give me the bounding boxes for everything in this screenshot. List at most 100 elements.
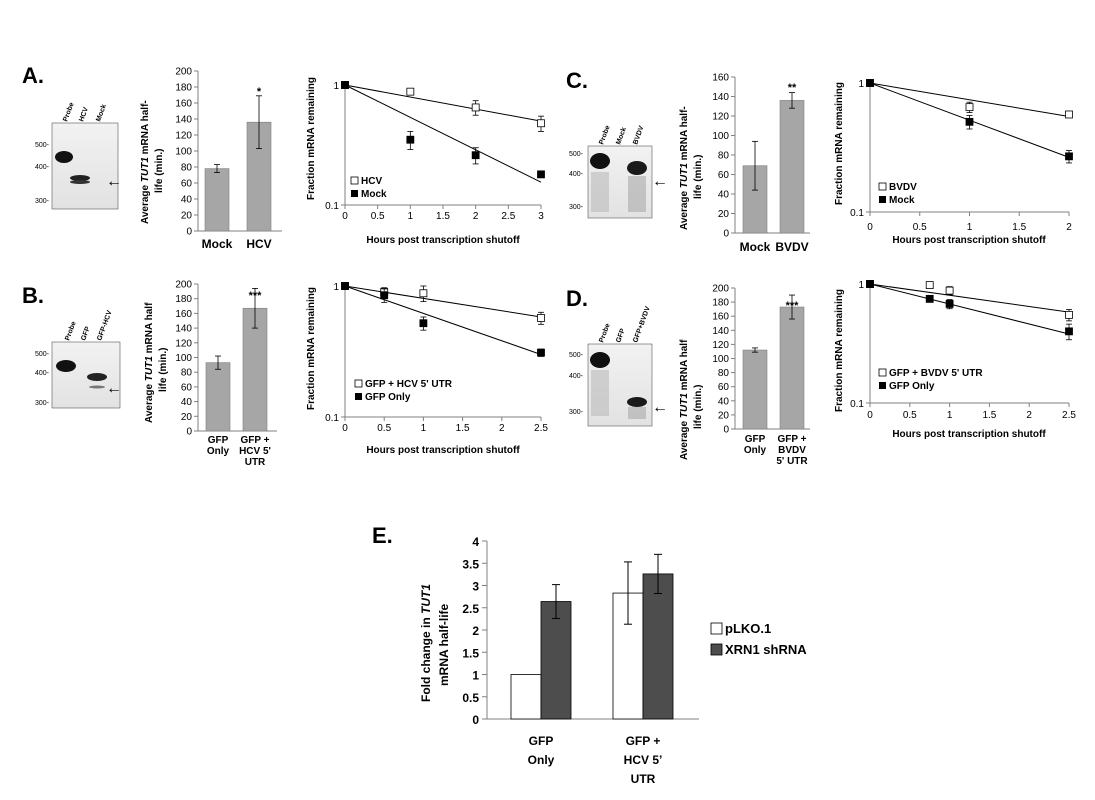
B-bar-ytick-label: 80 — [181, 368, 193, 379]
gel-a-hcv-band-2 — [70, 180, 90, 184]
decay-b-ylabel: Fraction mRNA remaining — [306, 287, 317, 410]
C-decay-xtick-label: 0 — [867, 222, 873, 233]
D-decay-point-filled — [866, 280, 874, 288]
C-bar-ytick-label: 60 — [718, 170, 730, 181]
gel-c-marker-500: 500- — [569, 151, 584, 158]
D-bar-category-label: GFP — [745, 434, 766, 445]
A-bar-ytick-label: 200 — [175, 67, 192, 78]
decay-a-legend-2: Mock — [361, 189, 387, 200]
gel-d-probe-smear — [591, 370, 609, 416]
A-decay-point-filled — [471, 151, 480, 160]
C-decay-point-open — [965, 103, 974, 112]
decay-c-xlabel: Hours post transcription shutoff — [892, 235, 1046, 246]
decay-c-legend-1: BVDV — [889, 182, 917, 193]
E-bar-plko1-bar — [510, 674, 542, 720]
gel-c-probe-band — [590, 153, 610, 169]
gel-b-gfphcv-band-2 — [89, 385, 105, 389]
decay-a-xlabel: Hours post transcription shutoff — [366, 235, 520, 246]
decay-c-legend-2: Mock — [889, 195, 915, 206]
gel-d-lane-3: GFP+BVDV — [632, 305, 652, 343]
gel-c-probe-smear — [591, 172, 609, 212]
D-decay-point-filled — [945, 300, 954, 308]
panel-label-a: A. — [22, 63, 44, 88]
A-decay-point-filled — [341, 81, 349, 89]
bar-c-ylabel-line2: life (min.) — [693, 155, 704, 199]
gel-c: Probe Mock BVDV 500- 400- 300- ← — [569, 125, 668, 219]
D-decay-point-open — [945, 286, 954, 295]
B-bar-bar — [205, 362, 231, 432]
legend-open-square-icon — [350, 176, 359, 185]
legend-white-swatch-icon — [710, 622, 723, 635]
A-bar-ytick-label: 160 — [175, 99, 192, 110]
A-decay-point-open — [537, 119, 545, 128]
C-bar-bar — [779, 100, 805, 234]
B-bar-ytick-label: 200 — [175, 280, 192, 291]
B-bar-ytick-label: 180 — [175, 294, 192, 305]
C-decay-point-open — [1065, 110, 1073, 119]
decay-b-legend-1: GFP + HCV 5' UTR — [365, 379, 453, 390]
B-bar-ytick-label: 60 — [181, 382, 193, 393]
A-decay-point-filled — [537, 170, 545, 179]
gel-d: Probe GFP GFP+BVDV 500- 400- 300- ← — [569, 305, 668, 427]
B-decay-point-filled — [341, 282, 349, 290]
gel-a-marker-400: 400- — [35, 164, 50, 171]
D-bar-ytick-label: 60 — [718, 382, 730, 393]
A-decay-xtick-label: 0.5 — [371, 211, 385, 222]
decay-d-legend-1: GFP + BVDV 5' UTR — [889, 368, 983, 379]
gel-c-marker-300: 300- — [569, 204, 584, 211]
gel-b-lane-1: Probe — [64, 321, 77, 342]
C-bar-ytick-label: 0 — [723, 229, 729, 240]
C-decay-fit-line-open — [869, 82, 1070, 117]
B-bar-ytick-label: 100 — [175, 353, 192, 364]
gel-c-bvdv-smear — [628, 176, 646, 212]
C-bar-ytick-label: 140 — [712, 92, 729, 103]
D-bar-ytick-label: 40 — [718, 396, 730, 407]
bar-e-legend: pLKO.1 XRN1 shRNA — [710, 621, 807, 657]
E-bar-ytick-label: 3.5 — [462, 557, 479, 571]
A-decay-fit-line-open — [344, 84, 542, 122]
decay-a-ylabel: Fraction mRNA remaining — [306, 77, 317, 200]
bar-d-ylabel-line2: life (min.) — [693, 385, 704, 429]
C-decay-xtick-label: 1 — [967, 222, 973, 233]
D-decay-xtick-label: 1 — [947, 410, 953, 421]
B-bar-category-label: GFP — [208, 435, 229, 446]
D-bar-ytick-label: 180 — [712, 298, 729, 309]
B-decay-xtick-label: 2 — [499, 423, 505, 434]
A-bar-ytick-label: 100 — [175, 147, 192, 158]
decay-b-xlabel: Hours post transcription shutoff — [366, 445, 520, 456]
B-bar-ytick-label: 40 — [181, 397, 193, 408]
D-bar-ytick-label: 20 — [718, 410, 730, 421]
panel-label-e: E. — [372, 523, 393, 548]
legend-open-square-icon — [878, 182, 887, 191]
B-decay-ytick-label: 0.1 — [325, 413, 339, 424]
gel-b-marker-300: 300- — [35, 400, 50, 407]
E-bar-ytick-label: 2 — [472, 624, 479, 638]
gel-d-probe-band — [590, 352, 610, 368]
gel-d-marker-500: 500- — [569, 352, 584, 359]
C-bar-ytick-label: 80 — [718, 151, 730, 162]
C-bar-ytick-label: 20 — [718, 209, 730, 220]
B-bar-bar — [242, 307, 268, 432]
bar-a-ylabel-line2: life (min.) — [154, 149, 165, 193]
E-bar-ytick-label: 1.5 — [462, 646, 479, 660]
C-bar-category-label: BVDV — [775, 240, 808, 254]
legend-open-square-icon — [354, 379, 363, 388]
E-bar-xrn1-bar — [540, 601, 572, 720]
gel-a-lane-1: Probe — [62, 102, 75, 123]
D-bar-bar — [779, 306, 805, 430]
D-bar-category-label: BVDV — [778, 445, 806, 456]
gel-a-image — [51, 122, 119, 210]
D-decay-xtick-label: 0 — [867, 410, 873, 421]
B-decay-xtick-label: 2.5 — [534, 423, 548, 434]
A-decay-point-open — [471, 103, 480, 112]
bar-b-ylabel-line2: life (min.) — [158, 348, 169, 392]
A-bar-ytick-label: 180 — [175, 83, 192, 94]
A-decay-xtick-label: 1.5 — [436, 211, 450, 222]
C-decay-xtick-label: 1.5 — [1012, 222, 1026, 233]
gel-a-lane-2: HCV — [78, 106, 90, 123]
D-bar-category-label: 5' UTR — [776, 456, 808, 467]
D-decay-point-filled — [1065, 327, 1073, 336]
A-decay-xtick-label: 0 — [342, 211, 348, 222]
legend-filled-square-icon — [879, 382, 886, 389]
